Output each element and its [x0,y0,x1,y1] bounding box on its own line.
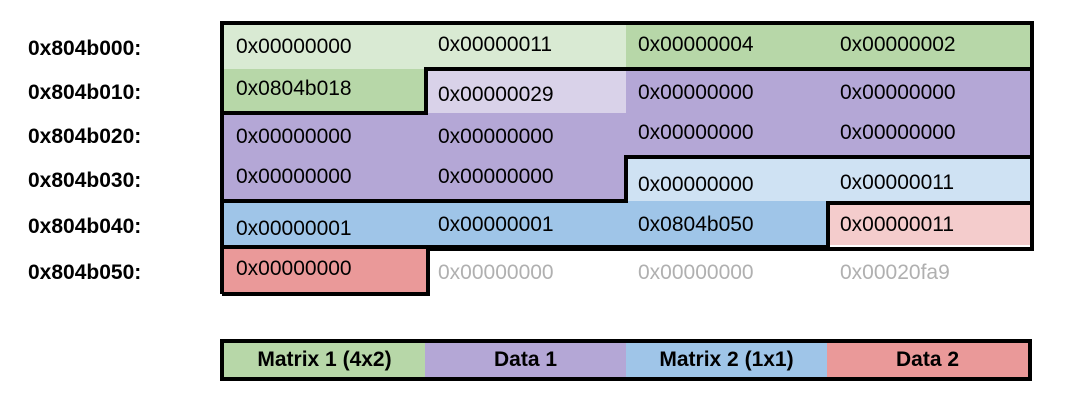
legend-data2: Data 2 [827,343,1028,377]
legend-matrix2: Matrix 2 (1x1) [626,343,827,377]
address-label-5: 0x804b050: [28,261,142,284]
memory-cell: 0x00000000 [426,157,628,201]
memory-cell: 0x00000000 [626,113,828,157]
memory-cell: 0x00000011 [828,201,1030,245]
memory-cell: 0x00000002 [828,25,1030,69]
legend-matrix1: Matrix 1 (4x2) [224,343,425,377]
memory-cell: 0x00000000 [224,249,426,293]
memory-cell: 0x00000000 [626,157,828,201]
memory-cell: 0x00000004 [626,25,828,69]
address-label-0: 0x804b000: [28,37,142,60]
memory-cell: 0x00000011 [426,25,628,69]
memory-cell: 0x0804b018 [224,69,426,113]
memory-cell: 0x00000001 [426,201,628,245]
free-memory-cell: 0x00020fa9 [840,261,950,284]
memory-cell: 0x00000000 [224,157,426,201]
legend: Matrix 1 (4x2) Data 1 Matrix 2 (1x1) Dat… [220,339,1032,381]
memory-cell: 0x00000011 [828,157,1030,201]
memory-cell: 0x00000000 [224,113,426,157]
memory-cell: 0x00000029 [426,69,628,113]
address-label-1: 0x804b010: [28,81,142,104]
address-label-4: 0x804b040: [28,215,142,238]
address-label-3: 0x804b030: [28,169,142,192]
memory-cell: 0x00000000 [626,69,828,113]
legend-data1: Data 1 [425,343,626,377]
free-memory-cell: 0x00000000 [638,261,754,284]
address-label-2: 0x804b020: [28,125,142,148]
memory-cell: 0x00000000 [828,113,1030,157]
memory-cell: 0x00000000 [224,25,426,69]
memory-cell: 0x00000000 [426,113,628,157]
memory-cell: 0x0804b050 [626,201,828,245]
free-memory-cell: 0x00000000 [438,261,554,284]
memory-cell: 0x00000001 [224,201,426,245]
memory-cell: 0x00000000 [828,69,1030,113]
